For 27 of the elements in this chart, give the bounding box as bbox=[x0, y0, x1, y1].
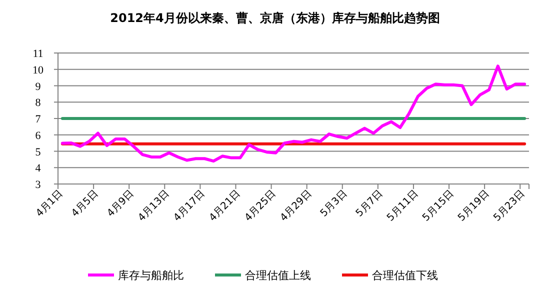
x-tick-label: 5月19日 bbox=[456, 188, 492, 224]
y-tick-label: 4 bbox=[35, 162, 42, 175]
y-tick-label: 11 bbox=[32, 48, 44, 60]
x-tick-label: 5月3日 bbox=[318, 188, 350, 220]
x-tick-label: 5月23日 bbox=[492, 188, 528, 224]
y-tick-label: 8 bbox=[35, 97, 42, 110]
x-tick-label: 4月29日 bbox=[278, 188, 314, 224]
y-tick-label: 7 bbox=[35, 114, 42, 126]
legend-label: 合理估值下线 bbox=[372, 269, 438, 282]
x-tick-label: 5月7日 bbox=[354, 188, 386, 220]
y-tick-label: 5 bbox=[35, 146, 42, 158]
x-tick-label: 4月13日 bbox=[136, 188, 172, 224]
x-tick-label: 4月5日 bbox=[70, 188, 101, 220]
x-tick-label: 4月21日 bbox=[207, 188, 243, 224]
legend-label: 库存与船舶比 bbox=[118, 269, 184, 282]
x-tick-label: 5月11日 bbox=[385, 188, 421, 224]
chart-title: 2012年4月份以来秦、曹、京唐（东港）库存与船舶比趋势图 bbox=[110, 11, 440, 25]
x-tick-label: 4月17日 bbox=[172, 188, 208, 224]
x-tick-label: 5月15日 bbox=[420, 188, 456, 224]
legend-label: 合理估值上线 bbox=[245, 269, 311, 282]
x-tick-label: 4月1日 bbox=[34, 188, 66, 220]
x-tick-label: 4月9日 bbox=[105, 188, 136, 220]
y-tick-label: 3 bbox=[35, 179, 42, 191]
y-tick-label: 6 bbox=[35, 130, 42, 142]
y-tick-label: 9 bbox=[35, 80, 42, 93]
x-tick-label: 4月25日 bbox=[242, 188, 278, 224]
y-tick-label: 10 bbox=[32, 64, 44, 76]
